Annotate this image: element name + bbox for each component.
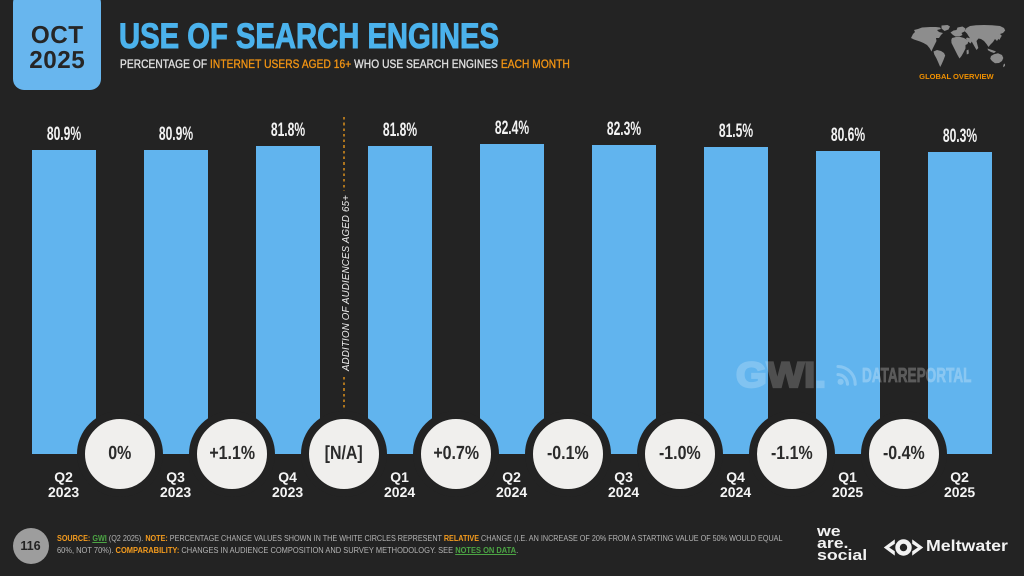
svg-text:DATAREPORTAL: DATAREPORTAL [862, 364, 971, 386]
svg-text:GWI.: GWI. [736, 355, 826, 394]
